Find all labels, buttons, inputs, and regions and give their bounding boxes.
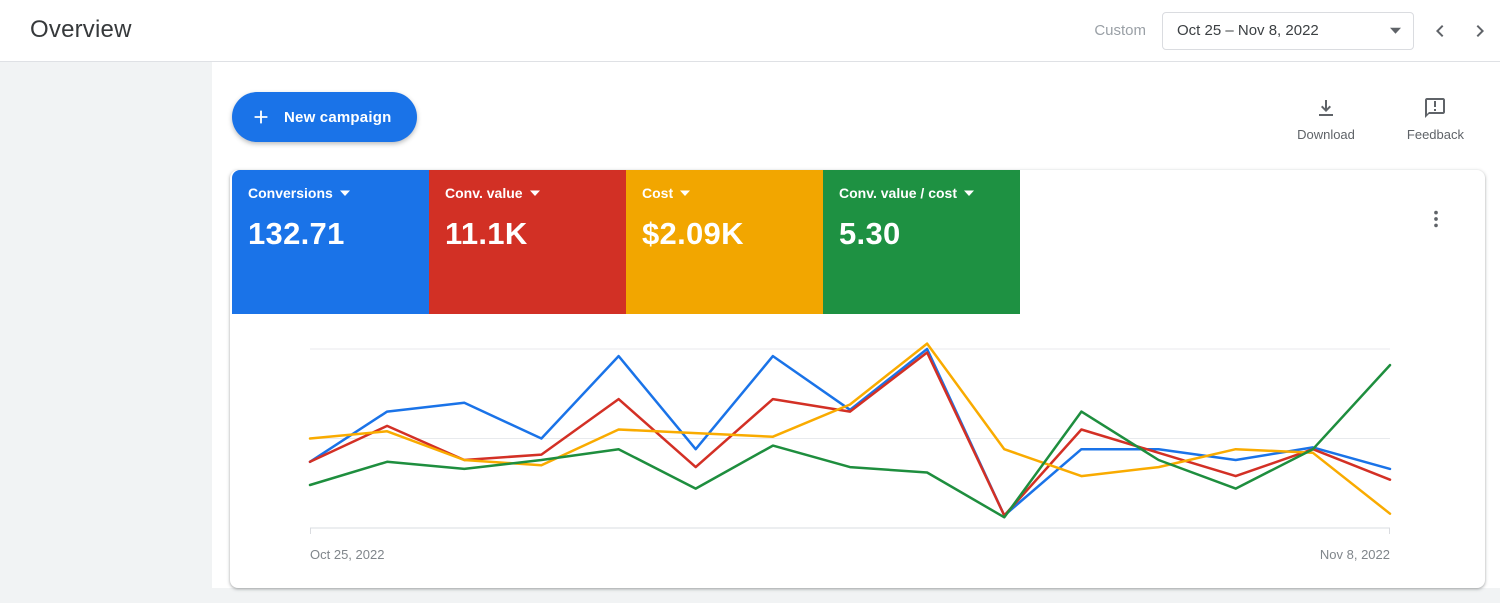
x-axis-start-label: Oct 25, 2022	[310, 547, 385, 562]
metric-selector: Conv. value / cost	[839, 185, 1020, 201]
new-campaign-button[interactable]: New campaign	[232, 92, 418, 142]
date-range-value: Oct 25 – Nov 8, 2022	[1177, 22, 1319, 39]
overview-card: Conversions 132.71 Conv. value 11.1K	[230, 170, 1485, 588]
kebab-icon	[1425, 208, 1447, 230]
feedback-icon	[1423, 96, 1447, 120]
page-actions: Download Feedback	[1297, 96, 1464, 142]
metric-value: 5.30	[839, 216, 901, 251]
metric-tile[interactable]: Conversions 132.71	[232, 170, 429, 314]
metric-selector: Conv. value	[445, 185, 626, 201]
metric-tile[interactable]: Cost $2.09K	[626, 170, 823, 314]
chevron-left-icon	[1428, 19, 1452, 43]
page-title: Overview	[30, 16, 132, 43]
header: Overview Custom Oct 25 – Nov 8, 2022	[0, 0, 1500, 62]
chevron-down-icon	[339, 188, 350, 198]
download-label: Download	[1297, 127, 1355, 142]
metric-value: 132.71	[248, 216, 345, 251]
metric-value: $2.09K	[642, 216, 744, 251]
content-area: New campaign Download	[0, 62, 1500, 603]
chevron-right-icon	[1468, 19, 1492, 43]
prev-date-range-button[interactable]	[1426, 17, 1454, 45]
overview-chart	[308, 336, 1392, 536]
chevron-down-icon	[529, 188, 540, 198]
metric-tile[interactable]: Conv. value / cost 5.30	[823, 170, 1020, 314]
new-campaign-label: New campaign	[284, 108, 392, 126]
metric-value: 11.1K	[445, 216, 528, 251]
feedback-button[interactable]: Feedback	[1407, 96, 1464, 142]
metric-label: Conv. value	[445, 185, 523, 201]
overview-chart-svg	[308, 342, 1392, 534]
metric-selector: Conversions	[248, 185, 429, 201]
date-mode-label: Custom	[1094, 22, 1146, 39]
metric-tiles: Conversions 132.71 Conv. value 11.1K	[232, 170, 1020, 314]
chevron-down-icon	[1390, 25, 1401, 36]
metric-label: Conv. value / cost	[839, 185, 957, 201]
chevron-down-icon	[964, 188, 974, 198]
metric-tile[interactable]: Conv. value 11.1K	[429, 170, 626, 314]
download-button[interactable]: Download	[1297, 96, 1355, 142]
chevron-down-icon	[680, 188, 691, 198]
feedback-label: Feedback	[1406, 127, 1464, 142]
download-icon	[1314, 96, 1338, 120]
date-range-picker[interactable]: Oct 25 – Nov 8, 2022	[1162, 11, 1414, 50]
card-menu-button[interactable]	[1423, 206, 1449, 232]
chart-x-axis: Oct 25, 2022 Nov 8, 2022	[310, 547, 1390, 562]
metric-label: Conversions	[248, 185, 333, 201]
x-axis-end-label: Nov 8, 2022	[1319, 547, 1390, 562]
metric-selector: Cost	[642, 185, 823, 201]
next-date-range-button[interactable]	[1466, 17, 1494, 45]
metric-label: Cost	[642, 185, 674, 201]
date-controls: Custom Oct 25 – Nov 8, 2022	[1094, 0, 1494, 61]
plus-icon	[250, 106, 272, 128]
